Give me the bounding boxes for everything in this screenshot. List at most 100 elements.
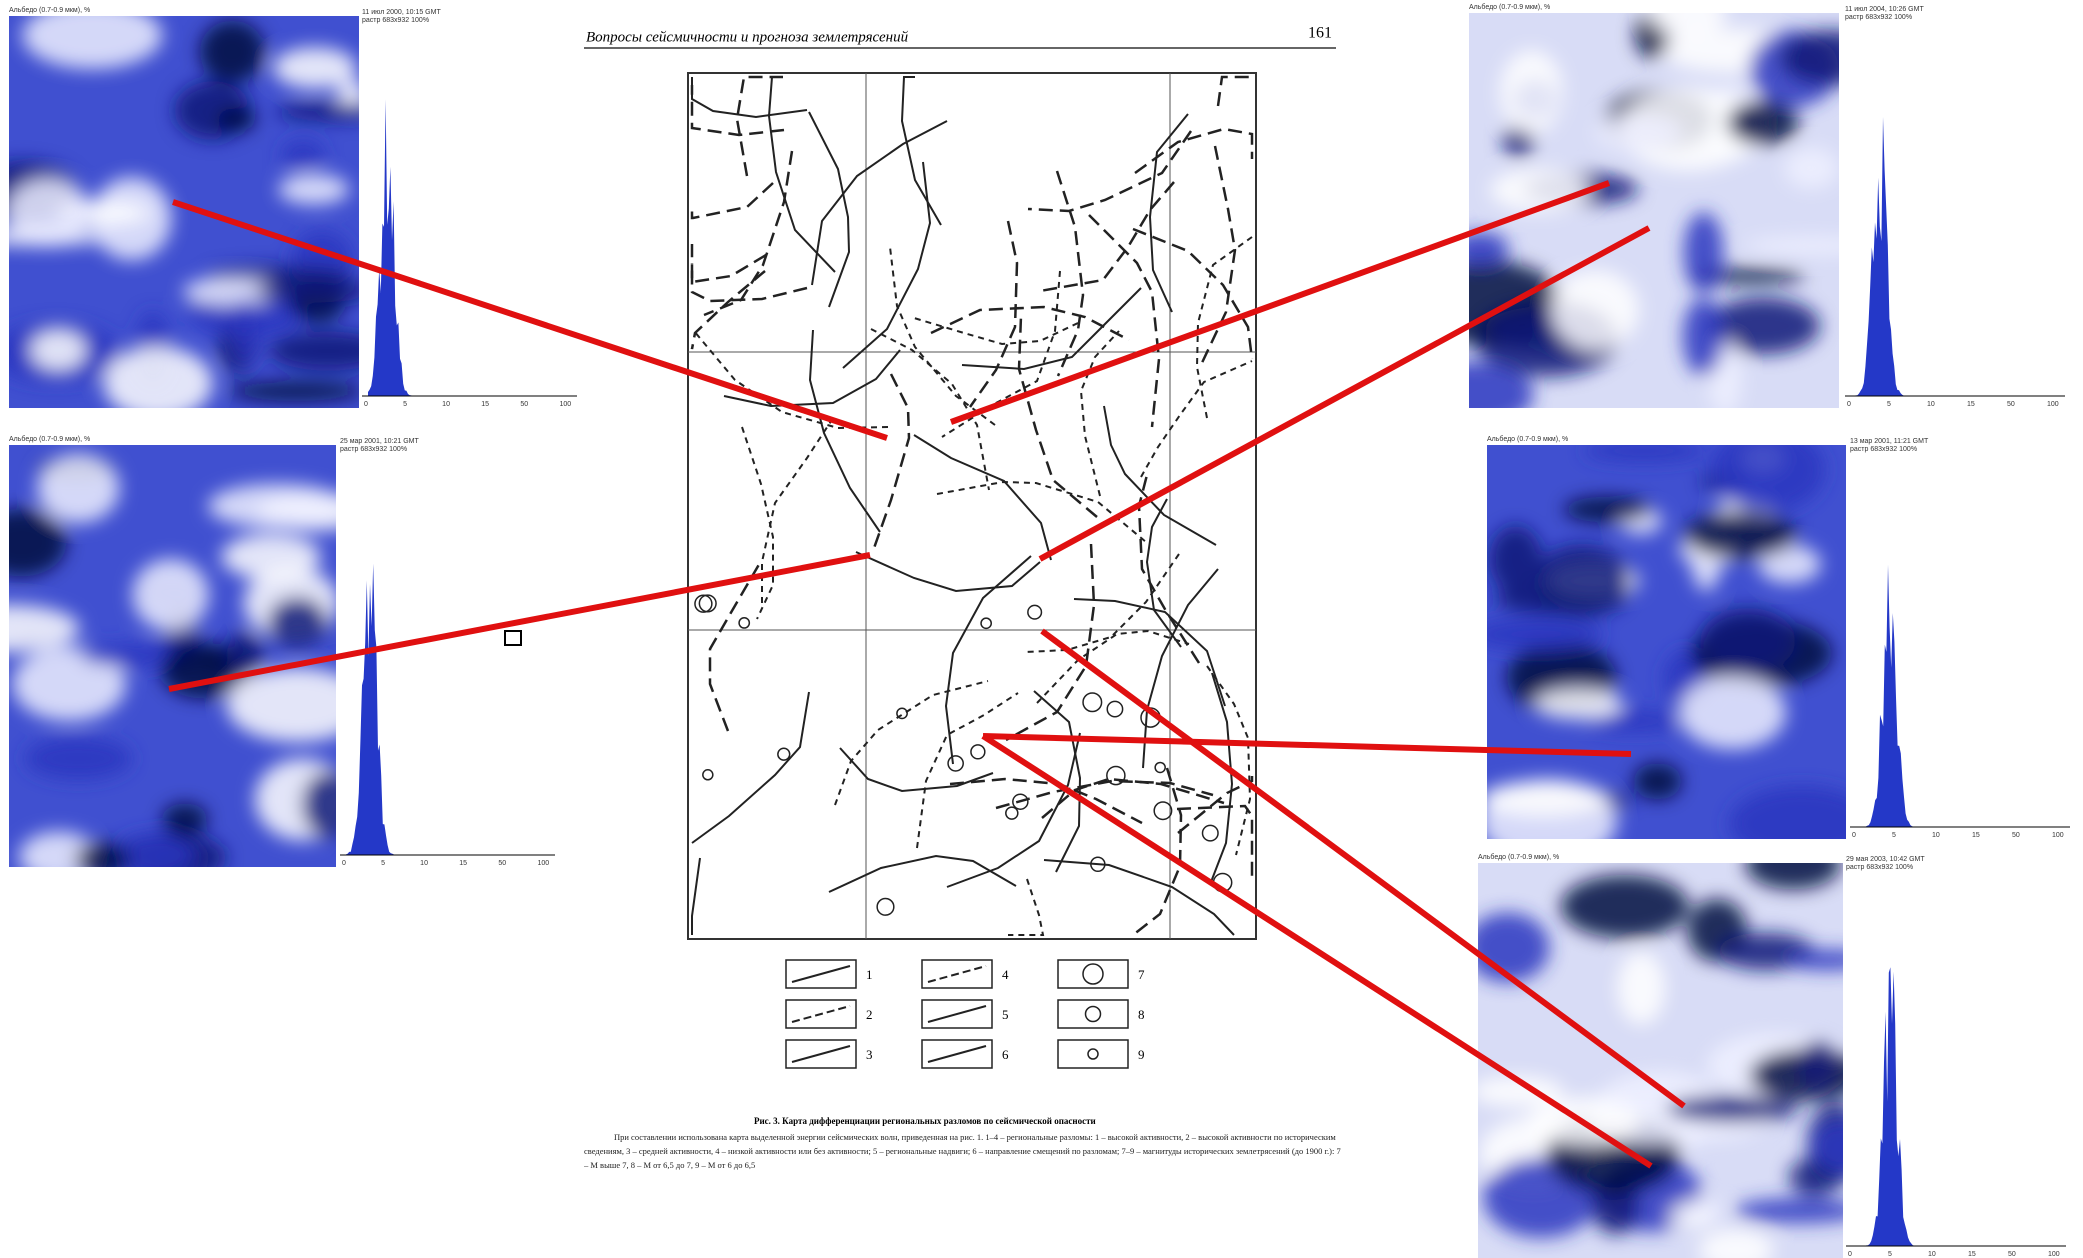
panel-date: 13 мар 2001, 11:21 GMT xyxy=(1850,438,1929,445)
epicenter xyxy=(970,744,986,760)
fault-line xyxy=(968,220,1019,408)
fault-line xyxy=(690,263,808,303)
fault-line xyxy=(961,287,1142,371)
histogram-tick-label: 50 xyxy=(2008,1251,2016,1258)
epicenter xyxy=(1012,793,1029,810)
fault-line xyxy=(916,692,1019,849)
cloud xyxy=(301,771,336,839)
panel-label: Альбедо (0.7-0.9 мкм), % xyxy=(9,435,90,443)
satellite-image xyxy=(1469,13,1839,408)
satellite-panel: Альбедо (0.7-0.9 мкм), % 11 июл 2004, 10:… xyxy=(1469,3,2065,408)
image-blobs xyxy=(1487,445,1846,839)
cloud xyxy=(9,508,67,577)
cloud xyxy=(228,299,260,367)
epicenter xyxy=(698,594,717,613)
legend-sample xyxy=(927,1045,987,1063)
cloud xyxy=(1698,1228,1774,1258)
epicenter xyxy=(980,617,993,630)
histogram-tick-label: 5 xyxy=(1887,401,1891,408)
histogram-tick-label: 50 xyxy=(2007,401,2015,408)
legend-label: 7 xyxy=(1138,967,1145,982)
link-line xyxy=(172,199,888,441)
link-line xyxy=(982,733,1632,757)
header: Вопросы сейсмичности и прогноза землетря… xyxy=(586,29,909,45)
legend-box xyxy=(921,1039,993,1069)
panel-info: растр 683x932 100% xyxy=(1850,446,1917,453)
cloud xyxy=(37,453,120,524)
fault-line xyxy=(871,373,911,552)
cloud xyxy=(9,604,80,653)
cloud xyxy=(1583,445,1706,462)
satellite-panel: Альбедо (0.7-0.9 мкм), % 29 мая 2003, 10:… xyxy=(1478,853,2066,1258)
histogram-tick-label: 15 xyxy=(1968,1251,1976,1258)
fault-line xyxy=(691,857,701,935)
histogram-tick-label: 10 xyxy=(420,860,428,867)
histogram-tick-label: 0 xyxy=(1852,832,1856,839)
fault-line xyxy=(913,434,1052,561)
histogram-tick-label: 5 xyxy=(381,860,385,867)
legend-label: 2 xyxy=(866,1007,873,1022)
histogram-tick-label: 15 xyxy=(459,860,467,867)
fault-line xyxy=(1195,236,1253,419)
image-blobs xyxy=(9,453,336,867)
cloud xyxy=(268,331,359,371)
legend-box xyxy=(785,959,857,989)
cloud xyxy=(199,20,265,83)
histogram xyxy=(1852,967,1950,1246)
histogram-tick-label: 100 xyxy=(537,860,549,867)
legend-box xyxy=(1057,999,1129,1029)
cloud xyxy=(1560,874,1689,939)
fault-line xyxy=(1027,130,1193,213)
fault-line xyxy=(1024,553,1180,653)
histogram-tick-label: 15 xyxy=(1967,401,1975,408)
panel-date: 25 мар 2001, 10:21 GMT xyxy=(340,438,419,445)
cloud xyxy=(281,140,326,169)
image-blobs xyxy=(9,16,359,408)
histogram-tick-label: 100 xyxy=(2047,401,2059,408)
cloud xyxy=(1700,607,1796,674)
cloud xyxy=(228,381,359,402)
fault-line xyxy=(811,120,948,286)
histogram xyxy=(368,99,466,396)
fault-line xyxy=(1033,690,1082,873)
epicenter xyxy=(947,755,964,772)
fault-line xyxy=(1210,672,1234,883)
cloud xyxy=(1679,675,1787,750)
cloud xyxy=(221,533,322,580)
fault-line xyxy=(1103,405,1217,546)
fault-line xyxy=(808,111,851,308)
cloud xyxy=(276,102,359,121)
map-frame xyxy=(687,72,1257,940)
legend-sample xyxy=(791,965,851,983)
cloud xyxy=(226,667,336,742)
fault-line xyxy=(1005,543,1096,742)
fault-line xyxy=(1140,360,1253,478)
cloud xyxy=(9,178,91,247)
fault-line xyxy=(1198,145,1237,368)
legend-label: 5 xyxy=(1002,1007,1009,1022)
panel-label: Альбедо (0.7-0.9 мкм), % xyxy=(1487,435,1568,443)
epicenter xyxy=(1090,856,1106,873)
satellite-panel: Альбедо (0.7-0.9 мкм), % 25 мар 2001, 10:… xyxy=(9,435,555,867)
cloud xyxy=(1682,297,1725,376)
fault-line xyxy=(995,779,1214,810)
cloud xyxy=(1758,544,1821,584)
cloud xyxy=(74,842,130,867)
fault-line xyxy=(1134,127,1254,175)
histogram-tick-label: 15 xyxy=(1972,832,1980,839)
histogram-tick-label: 50 xyxy=(498,860,506,867)
cloud xyxy=(1811,1119,1843,1174)
legend-label: 3 xyxy=(866,1047,873,1062)
link-line xyxy=(168,552,871,692)
panel-label: Альбедо (0.7-0.9 мкм), % xyxy=(1478,853,1559,861)
cloud xyxy=(1487,618,1603,650)
legend-sample xyxy=(791,1005,851,1023)
marker-square xyxy=(504,630,522,646)
epicenter xyxy=(694,594,713,613)
satellite-image xyxy=(1478,863,1843,1258)
fault-line xyxy=(1079,330,1120,497)
caption-title: Рис. 3. Карта дифференциации региональны… xyxy=(754,1116,1096,1126)
fault-line xyxy=(767,76,836,273)
map-legend: 1 2 3 4 5 6 7 8 9 xyxy=(785,959,1145,1069)
legend-box xyxy=(1057,959,1129,989)
